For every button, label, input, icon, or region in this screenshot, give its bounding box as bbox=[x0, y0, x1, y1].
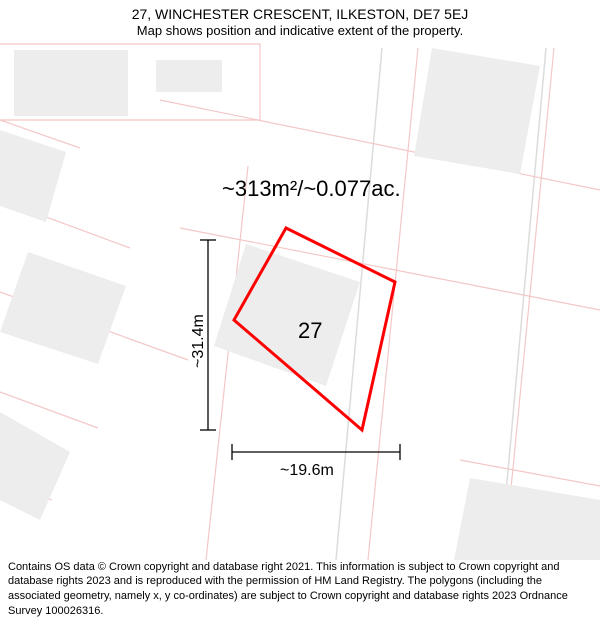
area-label: ~313m²/~0.077ac. bbox=[222, 176, 401, 202]
height-dimension-label: ~31.4m bbox=[190, 314, 208, 368]
width-dimension-label: ~19.6m bbox=[280, 462, 334, 480]
footer-attribution: Contains OS data © Crown copyright and d… bbox=[8, 560, 592, 619]
house-number-label: 27 bbox=[298, 318, 322, 344]
page-title: 27, WINCHESTER CRESCENT, ILKESTON, DE7 5… bbox=[0, 6, 600, 22]
header: 27, WINCHESTER CRESCENT, ILKESTON, DE7 5… bbox=[0, 6, 600, 38]
page-subtitle: Map shows position and indicative extent… bbox=[0, 23, 600, 38]
